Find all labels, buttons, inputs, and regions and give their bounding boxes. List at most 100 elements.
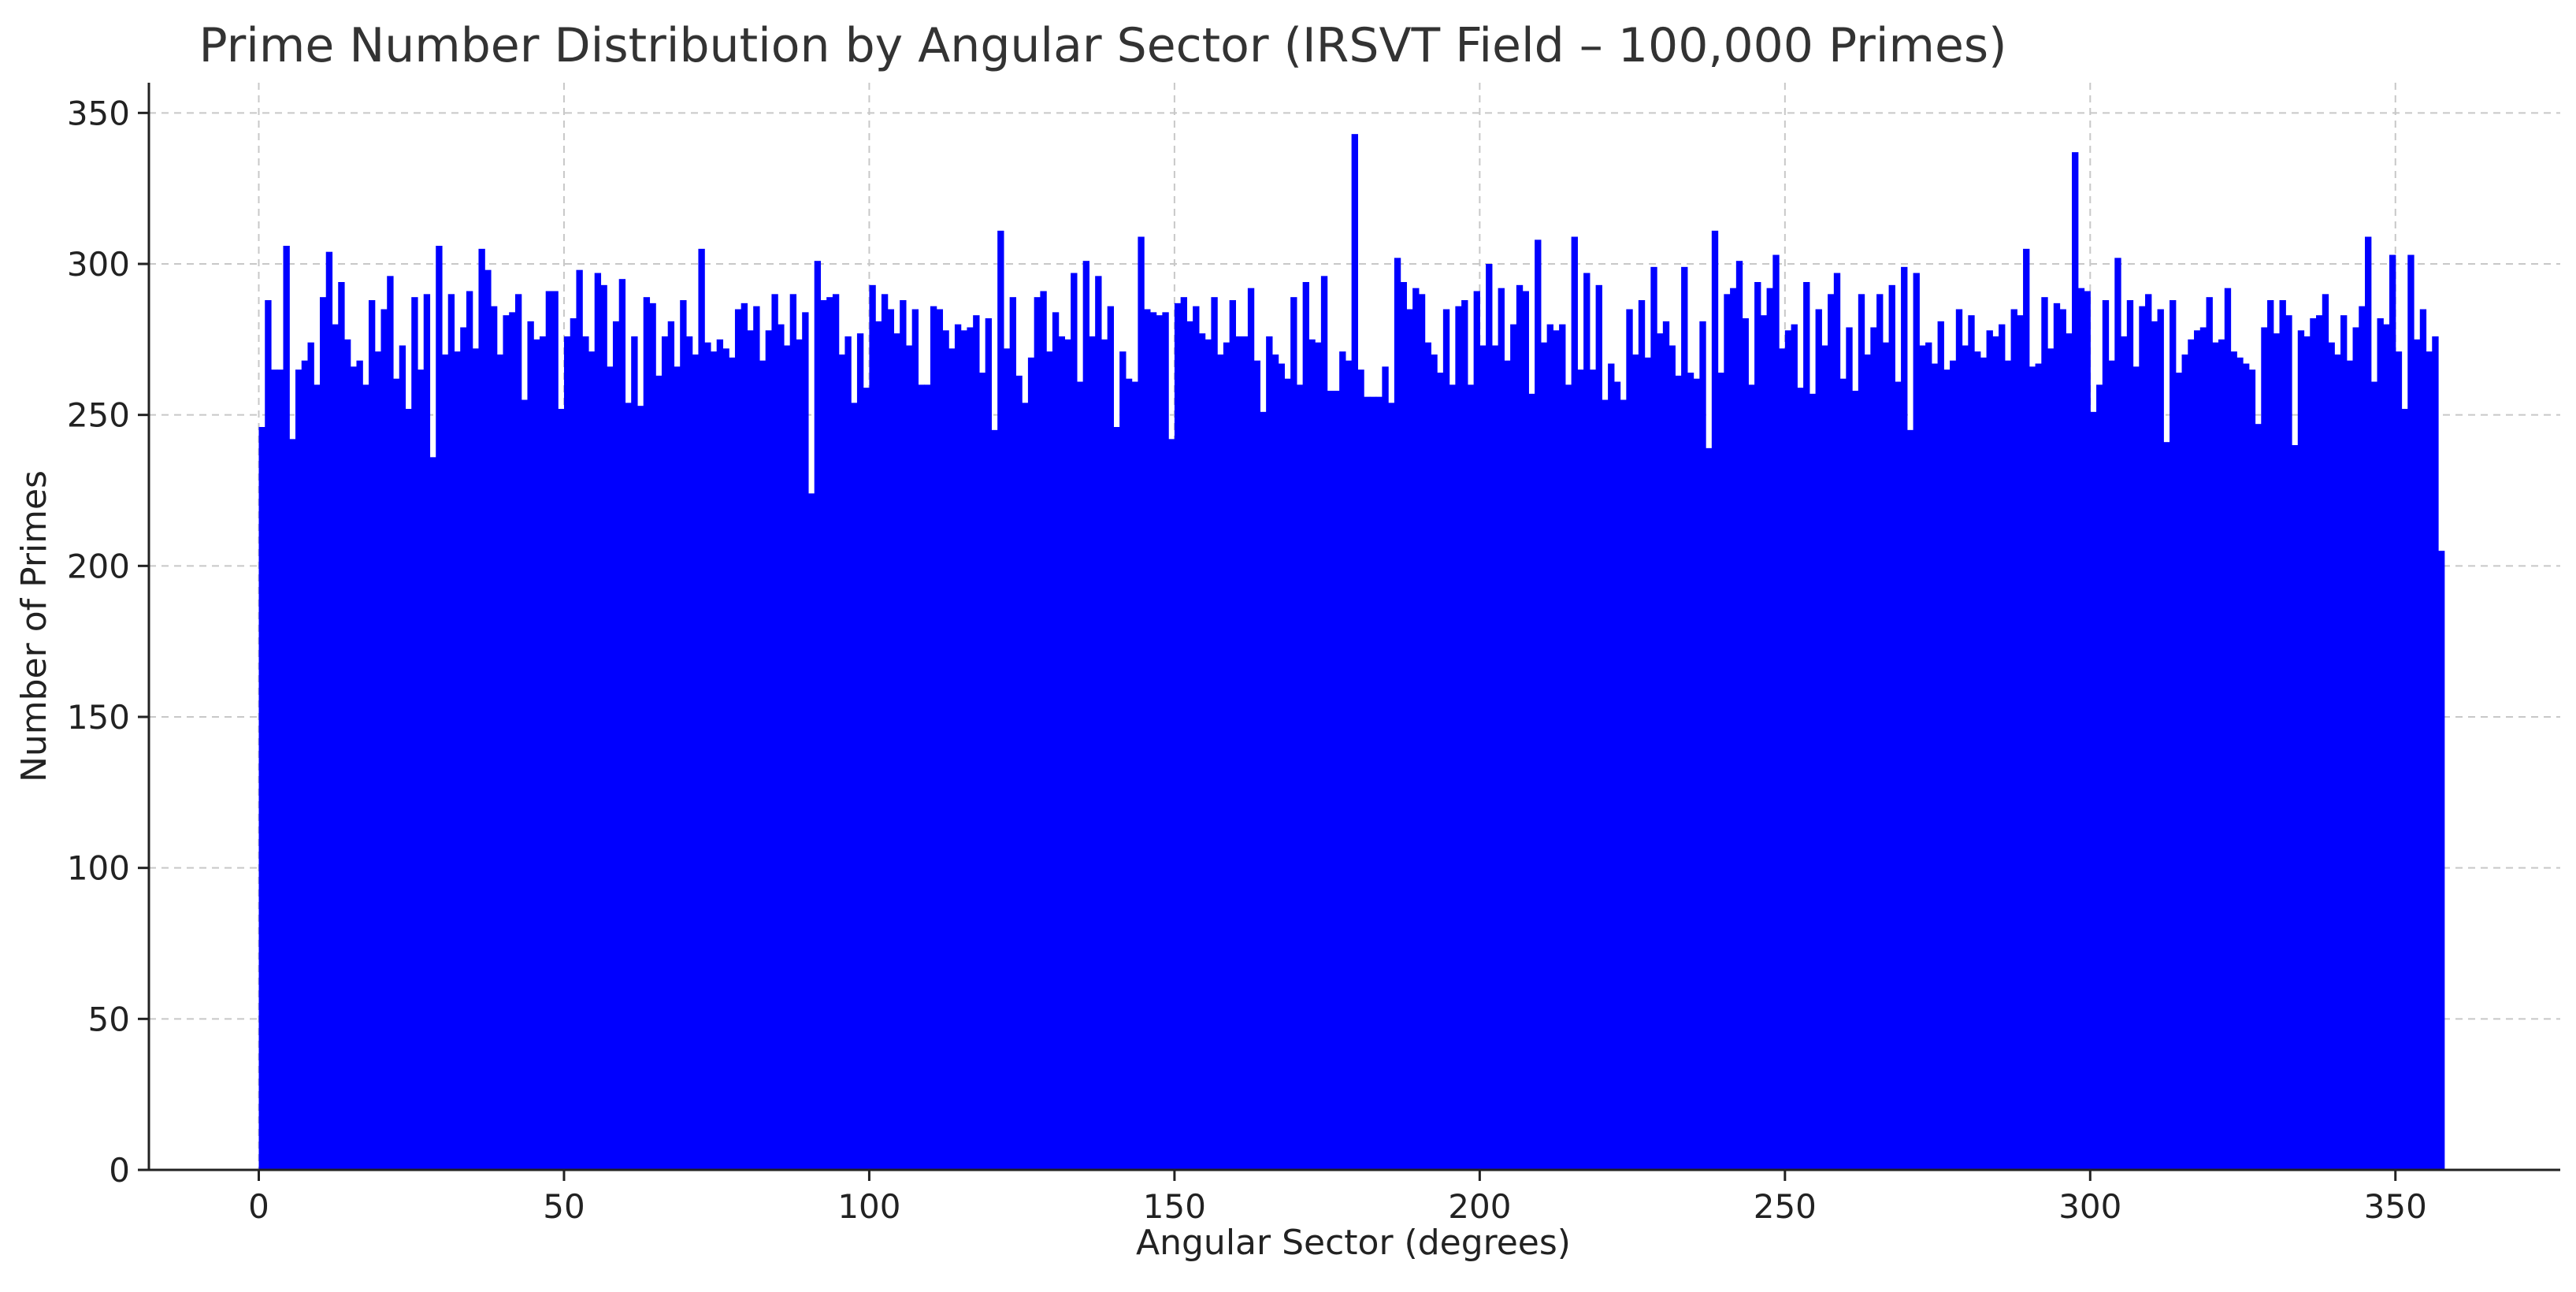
- bar: [1211, 297, 1218, 1171]
- bar: [1394, 258, 1401, 1170]
- bar: [991, 429, 998, 1170]
- bar: [2194, 330, 2201, 1170]
- bar: [1461, 300, 1468, 1170]
- bar: [1919, 345, 1926, 1170]
- bar: [1986, 330, 1993, 1170]
- bar: [1424, 342, 1431, 1171]
- bar: [1235, 336, 1242, 1170]
- bar: [1699, 321, 1706, 1170]
- bar: [1119, 351, 1127, 1171]
- bar: [924, 384, 931, 1170]
- bar: [1046, 351, 1053, 1171]
- bar: [1186, 321, 1193, 1170]
- bar: [1839, 378, 1847, 1171]
- bar: [1479, 345, 1487, 1170]
- bar: [1027, 357, 1035, 1170]
- y-tick-label: 350: [67, 94, 130, 132]
- bar: [514, 294, 522, 1170]
- bar: [905, 345, 913, 1170]
- bar: [1608, 363, 1615, 1170]
- bar: [1498, 288, 1505, 1171]
- bar: [2108, 360, 2115, 1171]
- bar: [1583, 273, 1591, 1170]
- bar: [1962, 345, 1969, 1170]
- bar: [1748, 384, 1755, 1170]
- bar: [936, 309, 944, 1170]
- bar: [1662, 321, 1670, 1170]
- bar: [741, 303, 748, 1170]
- bar: [1491, 345, 1499, 1170]
- bar: [527, 321, 534, 1170]
- bar: [680, 300, 687, 1170]
- bar: [2139, 306, 2146, 1171]
- bar: [2041, 297, 2048, 1171]
- bar: [900, 300, 907, 1170]
- bar: [704, 342, 711, 1171]
- bar: [1022, 403, 1029, 1170]
- bar: [1528, 393, 1535, 1170]
- bar: [1217, 355, 1224, 1170]
- bar: [1290, 297, 1297, 1171]
- bar: [1846, 327, 1853, 1170]
- x-tick-label: 250: [1754, 1187, 1817, 1226]
- bar: [2126, 300, 2134, 1170]
- bar: [1864, 355, 1871, 1170]
- y-tick-label: 150: [67, 698, 130, 737]
- bar: [509, 312, 516, 1170]
- bar: [356, 360, 363, 1171]
- bar: [1510, 324, 1517, 1171]
- bar: [1937, 321, 1944, 1170]
- bar: [618, 279, 626, 1171]
- bar: [539, 336, 547, 1170]
- x-ticks: 0 50 100 150 200 250 300 350: [248, 1170, 2427, 1226]
- bar: [582, 336, 589, 1170]
- bar: [1052, 312, 1060, 1170]
- bar: [1675, 375, 1682, 1170]
- bar: [1828, 294, 1835, 1170]
- bar: [2170, 300, 2177, 1170]
- chart-title: Prime Number Distribution by Angular Sec…: [199, 18, 2006, 73]
- bar: [2206, 297, 2213, 1171]
- bar: [1351, 134, 1358, 1171]
- bar: [1149, 312, 1157, 1170]
- bar: [423, 294, 431, 1170]
- bar: [869, 284, 876, 1170]
- bar: [1406, 309, 1413, 1170]
- bar: [2175, 373, 2183, 1170]
- bar: [490, 306, 498, 1171]
- bar: [753, 306, 760, 1171]
- bar: [436, 246, 443, 1170]
- bar: [2273, 333, 2281, 1171]
- bar: [2072, 152, 2079, 1171]
- bar: [612, 321, 620, 1170]
- bar: [1803, 282, 1810, 1170]
- bar: [1198, 333, 1206, 1171]
- bar: [2053, 303, 2061, 1170]
- bar: [1706, 447, 1713, 1170]
- y-tick-label: 300: [67, 245, 130, 284]
- bar: [893, 333, 900, 1171]
- bar: [362, 384, 369, 1170]
- bar: [2163, 442, 2170, 1170]
- bar: [1467, 384, 1475, 1170]
- bar: [2114, 258, 2121, 1170]
- bar: [1858, 294, 1865, 1170]
- bar: [2303, 336, 2311, 1170]
- bar: [759, 360, 766, 1171]
- bar: [2328, 342, 2335, 1171]
- bar: [1516, 284, 1524, 1170]
- bar: [692, 355, 700, 1170]
- bar: [2243, 363, 2250, 1170]
- bar: [1980, 357, 1988, 1170]
- bar: [2292, 445, 2299, 1170]
- bar: [2023, 248, 2030, 1170]
- bar: [484, 269, 492, 1171]
- bar: [563, 336, 571, 1170]
- bar: [2340, 315, 2348, 1171]
- bar: [911, 309, 919, 1170]
- bar: [533, 339, 540, 1170]
- bar: [1156, 315, 1163, 1171]
- bar: [301, 360, 309, 1171]
- bar: [1412, 288, 1420, 1171]
